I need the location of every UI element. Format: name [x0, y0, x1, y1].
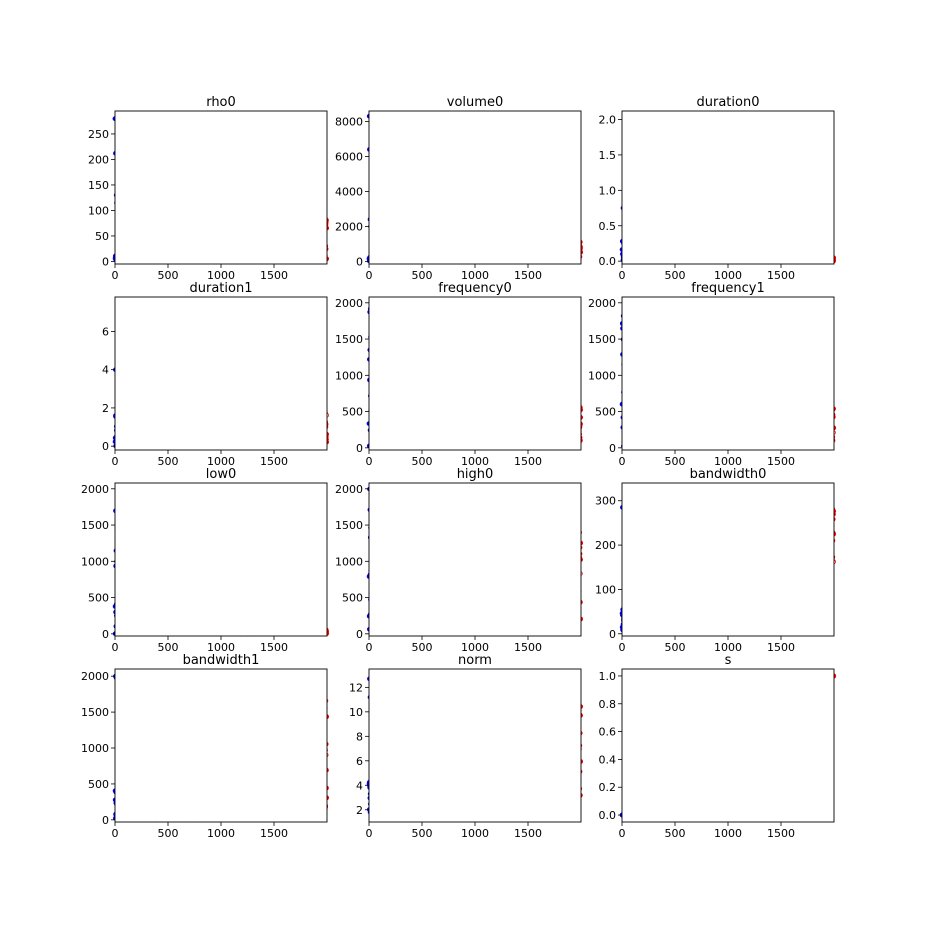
subplot-title: duration0 [697, 95, 760, 110]
y-tick-label: 150 [88, 179, 109, 192]
x-tick-label: 500 [158, 269, 179, 282]
y-tick-label: 0.0 [599, 255, 617, 268]
subplot-title: rho0 [206, 95, 236, 110]
y-tick-label: 200 [88, 153, 109, 166]
x-tick-label: 0 [112, 269, 119, 282]
subplot-title: duration1 [190, 281, 253, 296]
x-tick-label: 0 [619, 269, 626, 282]
x-tick-label: 1500 [260, 269, 288, 282]
y-tick-label: 1.5 [599, 149, 617, 162]
y-tick-label: 250 [88, 128, 109, 141]
x-tick-label: 500 [412, 269, 433, 282]
y-tick-label: 100 [88, 204, 109, 217]
x-tick-label: 500 [665, 269, 686, 282]
y-tick-label: 6000 [335, 150, 363, 163]
y-tick-label: 4000 [335, 185, 363, 198]
axes-frame [114, 110, 328, 265]
y-tick-label: 0 [102, 255, 109, 268]
y-tick-label: 2000 [335, 220, 363, 233]
y-tick-label: 0.5 [599, 220, 617, 233]
y-tick-label: 50 [95, 230, 109, 243]
y-tick-label: 1.0 [599, 184, 617, 197]
y-tick-label: 0 [356, 255, 363, 268]
x-tick-label: 0 [366, 269, 373, 282]
y-tick-label: 2.0 [599, 114, 617, 127]
subplot-title: volume0 [447, 95, 503, 110]
axes-frame [368, 110, 582, 265]
axes-frame [621, 110, 835, 265]
x-tick-label: 1500 [514, 269, 542, 282]
y-tick-label: 8000 [335, 115, 363, 128]
x-tick-label: 1500 [767, 269, 795, 282]
